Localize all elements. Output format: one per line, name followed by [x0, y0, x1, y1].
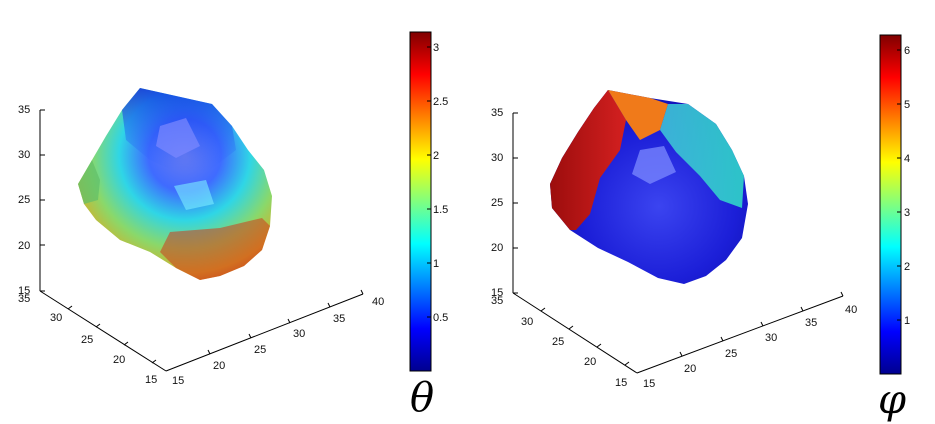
theta-y-axis-line: [39, 290, 167, 372]
theta-y-tick-20: 20: [113, 354, 125, 366]
phi-x-axis-line: [636, 295, 844, 374]
theta-x-tick-40: 40: [372, 296, 384, 308]
phi-surface-cyan-region: [660, 104, 744, 208]
phi-colorbar-tick-4: 4: [904, 153, 910, 165]
theta-y-tick-30: 30: [50, 312, 62, 324]
phi-colorbar-label: φ: [878, 377, 906, 423]
theta-tick-marks: [40, 109, 364, 364]
phi-y-tick-30: 30: [521, 316, 533, 328]
phi-x-tick-20: 20: [684, 363, 696, 375]
phi-z-tick-15: 15: [491, 287, 503, 299]
phi-z-tick-30: 30: [491, 152, 503, 164]
theta-colorbar-tick-1.5: 1.5: [433, 204, 448, 216]
phi-colorbar-tick-3: 3: [904, 207, 910, 219]
theta-colorbar-tick-3: 3: [433, 42, 439, 54]
theta-colorbar-tick-1: 1: [433, 258, 439, 270]
phi-y-tick-25: 25: [552, 336, 564, 348]
phi-colorbar-bar: [879, 34, 902, 375]
phi-x-tick-15: 15: [643, 378, 655, 390]
theta-z-tick-35: 35: [18, 104, 30, 116]
phi-surface-red-region: [550, 90, 626, 230]
theta-plot: 15 20 25 30 35 35 30 25 20 15 15 20 25 3…: [18, 31, 448, 421]
theta-x-tick-25: 25: [254, 344, 266, 356]
theta-x-axis-line: [165, 293, 364, 372]
phi-colorbar-tick-1: 1: [904, 315, 910, 327]
theta-x-tick-15: 15: [172, 375, 184, 387]
theta-colorbar-tick-2.5: 2.5: [433, 96, 448, 108]
phi-z-tick-25: 25: [491, 197, 503, 209]
theta-colorbar: 0.5 1 1.5 2 2.5 3 θ: [409, 31, 448, 421]
theta-surface-cyan-patch: [174, 180, 214, 210]
phi-surface-orange-region: [608, 90, 668, 140]
theta-x-tick-30: 30: [293, 328, 305, 340]
phi-x-tick-40: 40: [845, 304, 857, 316]
theta-colorbar-bar: [409, 31, 432, 372]
phi-z-tick-20: 20: [491, 242, 503, 254]
theta-y-tick-35: 35: [18, 293, 30, 305]
phi-surface: [550, 90, 748, 284]
theta-surface-highlight: [156, 118, 200, 158]
theta-x-tick-35: 35: [333, 313, 345, 325]
phi-z-tick-35: 35: [491, 107, 503, 119]
phi-surface-highlight: [632, 146, 676, 184]
phi-y-tick-35: 35: [491, 295, 503, 307]
phi-colorbar-tick-2: 2: [904, 261, 910, 273]
theta-colorbar-tick-2: 2: [433, 150, 439, 162]
phi-y-axis-line: [512, 292, 638, 374]
theta-surface: [78, 88, 272, 280]
theta-colorbar-tick-0.5: 0.5: [433, 312, 448, 324]
theta-z-tick-15: 15: [18, 285, 30, 297]
phi-colorbar-tick-6: 6: [904, 45, 910, 57]
theta-colorbar-label: θ: [410, 375, 434, 421]
theta-y-tick-25: 25: [81, 334, 93, 346]
phi-plot: 15 20 25 30 35 35 30 25 20 15 15 20 25 3…: [491, 34, 910, 423]
theta-y-tick-15: 15: [145, 374, 157, 386]
phi-y-tick-20: 20: [584, 356, 596, 368]
theta-surface-left: [78, 160, 100, 204]
phi-tick-marks: [513, 112, 844, 366]
phi-x-tick-25: 25: [725, 348, 737, 360]
theta-z-tick-25: 25: [18, 194, 30, 206]
theta-z-tick-30: 30: [18, 149, 30, 161]
theta-x-tick-20: 20: [213, 360, 225, 372]
phi-x-tick-30: 30: [765, 332, 777, 344]
phi-colorbar: 1 2 3 4 5 6 φ: [878, 34, 910, 423]
theta-z-tick-20: 20: [18, 240, 30, 252]
phi-y-tick-15: 15: [615, 377, 627, 389]
phi-x-tick-35: 35: [805, 317, 817, 329]
theta-surface-bottom: [160, 218, 270, 280]
phi-colorbar-tick-5: 5: [904, 99, 910, 111]
